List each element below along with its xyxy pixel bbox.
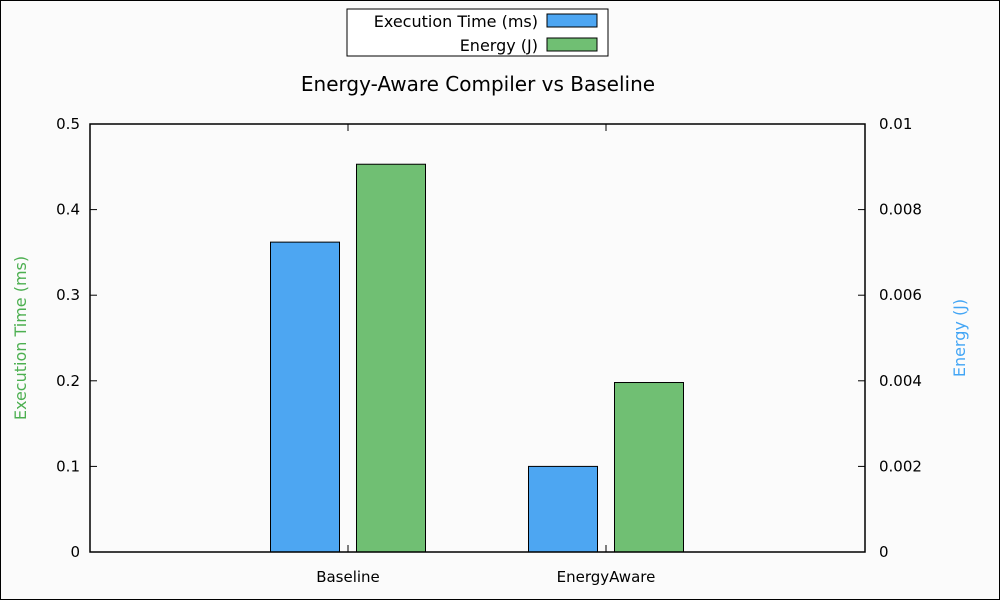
y-right-tick-label: 0.006 [879,286,922,304]
bar-baseline-energy [356,163,426,553]
bars-layer [270,163,684,553]
y-axis-left-title: Execution Time (ms) [11,256,30,420]
plot-area-border [89,123,866,553]
legend-label-execution-time: Execution Time (ms) [374,12,538,31]
legend-swatch-execution-time [546,13,598,28]
y-left-tick-label: 0.1 [56,457,80,475]
y-axis-right-title: Energy (J) [950,299,969,377]
y-right-tick-label: 0.002 [879,457,922,475]
bar-baseline-execution-time [270,241,340,553]
legend-label-energy: Energy (J) [460,36,538,55]
ticks-layer: Baseline EnergyAware 0 0.1 0.2 0.3 0.4 0.5 0 0.00… [56,115,922,586]
y-left-tick-label: 0.5 [56,115,80,133]
y-left-tick-label: 0.3 [56,286,80,304]
y-left-tick-label: 0 [70,543,80,561]
legend: Execution Time (ms) Energy (J) [346,8,609,57]
y-right-tick-label: 0.004 [879,372,922,390]
chart-title: Energy-Aware Compiler vs Baseline [301,72,655,96]
y-left-tick-label: 0.4 [56,201,80,219]
x-tick-label: Baseline [316,568,380,586]
bar-energyaware-execution-time [528,465,598,553]
y-left-tick-label: 0.2 [56,372,80,390]
legend-swatch-energy [546,37,598,52]
x-tick-label: EnergyAware [557,568,656,586]
bar-energyaware-energy [614,382,684,553]
y-right-tick-label: 0 [879,543,889,561]
y-right-tick-label: 0.008 [879,201,922,219]
y-right-tick-label: 0.01 [879,115,912,133]
